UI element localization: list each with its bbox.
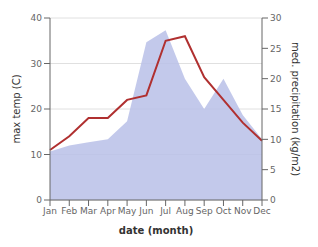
- svg-text:15: 15: [270, 104, 281, 114]
- svg-text:May: May: [118, 206, 137, 216]
- svg-text:Jun: Jun: [138, 206, 153, 216]
- svg-text:date (month): date (month): [119, 225, 193, 236]
- svg-text:30: 30: [31, 59, 43, 69]
- svg-text:Apr: Apr: [100, 206, 116, 216]
- svg-text:Oct: Oct: [216, 206, 232, 216]
- svg-text:max temp (C): max temp (C): [11, 74, 22, 143]
- svg-text:Feb: Feb: [61, 206, 77, 216]
- svg-text:5: 5: [270, 165, 276, 175]
- svg-text:Sep: Sep: [196, 206, 213, 216]
- svg-text:Jul: Jul: [159, 206, 171, 216]
- svg-text:med. precipitation (kg/m2): med. precipitation (kg/m2): [290, 42, 301, 176]
- svg-text:0: 0: [270, 195, 276, 205]
- svg-text:Dec: Dec: [253, 206, 270, 216]
- svg-text:10: 10: [31, 150, 43, 160]
- svg-text:20: 20: [31, 104, 43, 114]
- svg-text:40: 40: [31, 13, 43, 23]
- svg-text:30: 30: [270, 13, 282, 23]
- svg-text:Aug: Aug: [176, 206, 194, 216]
- svg-text:10: 10: [270, 135, 282, 145]
- svg-text:Mar: Mar: [80, 206, 97, 216]
- svg-text:Jan: Jan: [42, 206, 57, 216]
- svg-text:0: 0: [36, 195, 42, 205]
- svg-text:20: 20: [270, 74, 282, 84]
- svg-text:Nov: Nov: [234, 206, 252, 216]
- svg-text:25: 25: [270, 44, 281, 54]
